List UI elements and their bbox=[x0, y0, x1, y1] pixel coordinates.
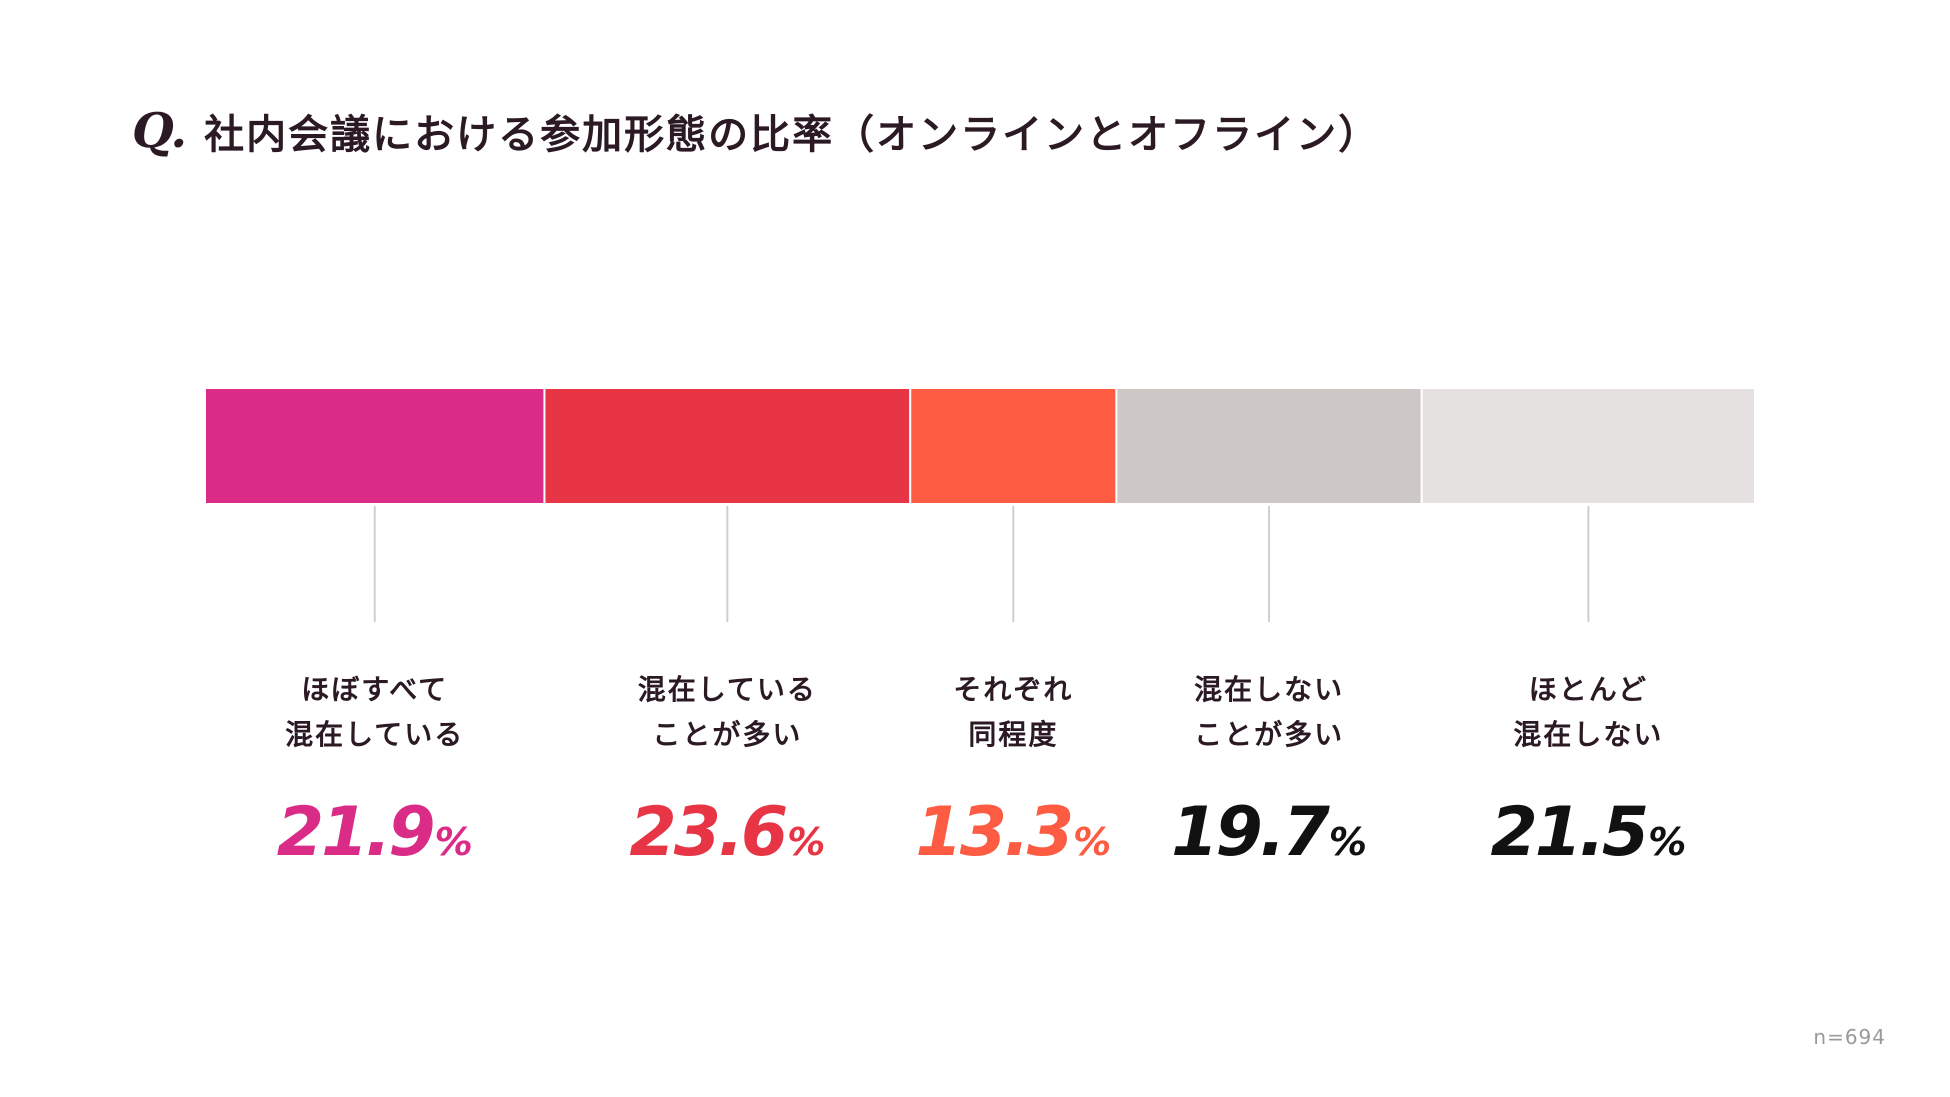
value-label-1: 21.9% bbox=[277, 793, 473, 872]
category-label-4-line-2: ことが多い bbox=[1194, 718, 1344, 751]
value-percent-sign-3: % bbox=[1073, 820, 1111, 864]
value-number-3: 13.3 bbox=[915, 793, 1071, 872]
bar-segment-3 bbox=[909, 387, 1118, 505]
value-percent-sign-2: % bbox=[787, 820, 825, 864]
value-percent-sign-4: % bbox=[1329, 820, 1367, 864]
chart-title-text: 社内会議における参加形態の比率（オンラインとオフライン） bbox=[204, 112, 1381, 158]
value-label-2: 23.6% bbox=[629, 793, 825, 872]
leader-lines bbox=[373, 506, 1590, 622]
category-label-5-line-1: ほとんど bbox=[1529, 673, 1648, 706]
bar-group bbox=[204, 387, 1756, 505]
bar-segment-2 bbox=[543, 387, 912, 505]
value-number-1: 21.9 bbox=[277, 793, 433, 872]
category-label-1-line-2: 混在している bbox=[285, 718, 464, 751]
question-mark-prefix: Q. bbox=[132, 103, 187, 159]
sample-size-label: n=694 bbox=[1813, 1025, 1886, 1049]
value-percent-sign-5: % bbox=[1648, 820, 1686, 864]
value-number-5: 21.5 bbox=[1490, 793, 1646, 872]
category-label-2-line-1: 混在している bbox=[638, 673, 817, 706]
value-label-3: 13.3% bbox=[915, 793, 1111, 872]
chart-title: Q. 社内会議における参加形態の比率（オンラインとオフライン） bbox=[132, 96, 1380, 166]
category-label-3-line-2: 同程度 bbox=[968, 718, 1058, 751]
value-number-4: 19.7 bbox=[1171, 793, 1330, 872]
category-label-4-line-1: 混在しない bbox=[1194, 673, 1344, 706]
bar-segment-5 bbox=[1420, 387, 1756, 505]
category-label-5-line-2: 混在しない bbox=[1513, 718, 1663, 751]
bar-segment-1 bbox=[204, 387, 546, 505]
value-label-4: 19.7% bbox=[1171, 793, 1367, 872]
bar-segment-4 bbox=[1115, 387, 1423, 505]
category-label-2-line-2: ことが多い bbox=[652, 718, 802, 751]
value-number-2: 23.6 bbox=[629, 793, 785, 872]
value-label-5: 21.5% bbox=[1490, 793, 1686, 872]
category-label-3-line-1: それぞれ bbox=[953, 673, 1073, 706]
category-label-1-line-1: ほぼすべて bbox=[301, 673, 448, 706]
category-labels: ほぼすべて混在している混在していることが多いそれぞれ同程度混在しないことが多いほ… bbox=[285, 673, 1663, 751]
value-labels: 21.9% 23.6% 13.3% 19.7% 21.5% bbox=[277, 793, 1687, 872]
value-percent-sign-1: % bbox=[435, 820, 473, 864]
